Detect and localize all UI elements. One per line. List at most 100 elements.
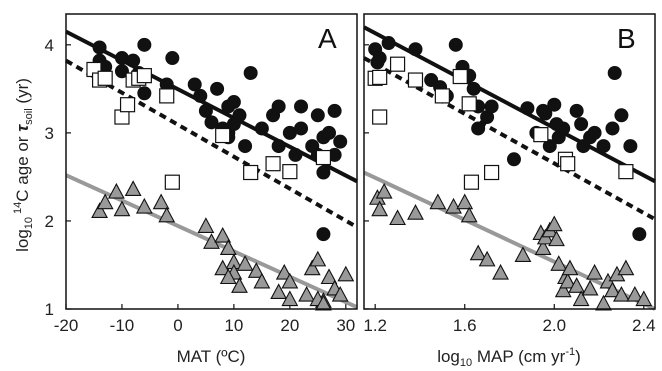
- panel-b-triangle-point: [469, 244, 487, 261]
- panel-b-triangle-point: [548, 230, 565, 247]
- panel-a-triangle-point: [337, 265, 355, 282]
- panel-a-triangle-point: [107, 182, 125, 199]
- panel-a-squares-fit-line: [65, 58, 358, 229]
- panel-b-square-point: [461, 96, 477, 112]
- panel-b-triangle-point: [514, 246, 532, 263]
- panel-b-x-tick-label: 1.2: [363, 316, 387, 335]
- panel-b-circle-point: [381, 36, 396, 51]
- panel-a-triangle-point: [253, 272, 271, 289]
- panel-b-x-tick-label: 2.4: [632, 316, 656, 335]
- panel-a-square-point: [265, 156, 281, 172]
- panel-b-square-point: [372, 69, 388, 86]
- panel-a-circle-point: [327, 103, 342, 118]
- panel-a-circle-point: [254, 121, 269, 136]
- panel-a-circle-point: [137, 37, 152, 52]
- panel-a-triangle-point: [214, 226, 232, 243]
- panel-a-ticks: -20 -10 0 10 20 30 1 2 3 4: [45, 36, 356, 335]
- panel-a-circle-point: [243, 66, 258, 80]
- panel-a-circle-point: [294, 99, 309, 114]
- panel-a-square-point: [315, 149, 332, 166]
- panel-b-circle-point: [614, 108, 629, 123]
- panel-b-circle-point: [556, 121, 571, 136]
- panel-b-x-tick-label: 1.6: [453, 316, 477, 335]
- panel-a-square-point: [164, 174, 180, 190]
- y-axis-title-log: log: [13, 229, 32, 252]
- panel-b-circle-point: [587, 125, 602, 140]
- panel-b-triangle-point: [626, 285, 644, 302]
- panel-a-circle-point: [114, 64, 129, 79]
- panel-b-x-title-close: ): [575, 347, 581, 366]
- panel-b-circle-point: [484, 99, 499, 114]
- panel-a-circle-point: [204, 115, 219, 130]
- panel-a-circle-point: [294, 121, 309, 136]
- panel-a-circle-point: [187, 77, 202, 92]
- panel-a-triangle-point: [96, 193, 114, 210]
- panel-a-triangle-point: [113, 200, 131, 217]
- panel-b-triangle-point: [559, 272, 577, 289]
- y-axis-title-text: C age or: [13, 132, 32, 202]
- panel-a-square-point: [215, 127, 231, 144]
- panel-b-triangle-point: [460, 206, 478, 223]
- panel-b-circle-point: [542, 139, 557, 154]
- panel-a-circle-point: [193, 88, 208, 103]
- panel-a-x-tick-label: -10: [110, 316, 135, 335]
- panel-b-square-point: [533, 127, 549, 143]
- panel-a-circle-point: [92, 40, 107, 55]
- panel-b-circle-point: [632, 227, 647, 242]
- panel-b-circle-point: [471, 121, 486, 136]
- panel-b-triangle-point: [492, 263, 509, 280]
- panel-a-circle-point: [126, 53, 141, 68]
- panel-a-circle-point: [271, 99, 286, 114]
- panel-a-x-tick-label: 20: [280, 316, 299, 335]
- panel-b-circle-point: [538, 106, 553, 121]
- panel-b-triangle-point: [407, 204, 424, 220]
- panel-b-triangle-point: [550, 255, 568, 271]
- panel-a-circle-point: [226, 95, 241, 110]
- panel-a-triangle-point: [320, 268, 338, 285]
- panel-b-triangle-point: [534, 239, 552, 255]
- panel-b-circle-point: [520, 101, 535, 116]
- panel-a-square-point: [243, 164, 259, 181]
- panel-a-triangle-point: [298, 285, 316, 302]
- panel-b-triangle-point: [545, 215, 563, 232]
- panel-b-circle-point: [607, 66, 622, 80]
- panel-b-x-title-sup: -1: [565, 346, 575, 358]
- panel-b-x-tick-label: 2.0: [542, 316, 566, 335]
- panel-b-square-point: [434, 88, 450, 104]
- panel-a-x-tick-label: 30: [336, 316, 355, 335]
- y-axis-title-log-sub: 10: [23, 217, 35, 229]
- panel-a-y-tick-label: 4: [45, 36, 54, 55]
- panel-a-points: [86, 37, 355, 311]
- panel-a-circle-point: [198, 103, 213, 118]
- panel-b-triangle-point: [635, 290, 653, 307]
- panel-b-triangle-point: [604, 281, 621, 298]
- panel-a-circle-point: [232, 108, 247, 123]
- panel-a-x-tick-label: -20: [54, 316, 79, 335]
- panel-b-triangle-point: [581, 279, 599, 296]
- panel-a-circle-point: [316, 165, 331, 180]
- panel-a-circle-point: [137, 86, 152, 101]
- panel-b: 1.2 1.6 2.0 2.4 B log10 MAP (cm yr-1): [363, 13, 656, 369]
- panel-b-triangle-point: [478, 250, 496, 267]
- panel-a-triangle-point: [219, 268, 237, 285]
- panel-b-square-point: [618, 164, 634, 180]
- panel-b-circle-point: [408, 42, 423, 57]
- panel-a-square-point: [119, 97, 136, 113]
- panel-a-triangle-point: [152, 193, 170, 210]
- panel-a-circle-point: [271, 139, 286, 154]
- y-axis-title: log10 14C age or τsoil (yr): [12, 78, 35, 252]
- panel-b-triangle-point: [554, 281, 572, 298]
- panel-a-x-tick-label: 0: [173, 316, 182, 335]
- y-axis-title-units: (yr): [13, 78, 32, 108]
- panel-a-circle-point: [310, 108, 325, 123]
- panel-a-label: A: [318, 23, 337, 54]
- panel-a-triangle-point: [214, 259, 232, 276]
- panel-a-triangle-point: [281, 290, 299, 307]
- y-axis-title-tau: τ: [13, 124, 32, 132]
- y-axis-title-c14-sup: 14: [12, 202, 24, 214]
- panel-a-triangle-point: [270, 283, 288, 300]
- panel-a-triangle-point: [303, 259, 321, 276]
- panel-a-triangle-point: [197, 217, 215, 233]
- panel-a-circle-point: [210, 81, 225, 96]
